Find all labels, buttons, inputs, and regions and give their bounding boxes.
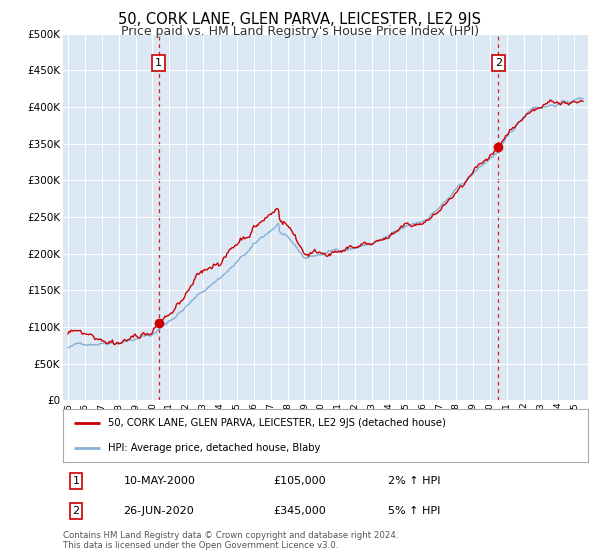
Text: 1: 1 <box>73 476 80 486</box>
Text: 2: 2 <box>73 506 80 516</box>
Text: 2% ↑ HPI: 2% ↑ HPI <box>389 476 441 486</box>
Text: 1: 1 <box>155 58 162 68</box>
Text: Contains HM Land Registry data © Crown copyright and database right 2024.
This d: Contains HM Land Registry data © Crown c… <box>63 531 398 550</box>
Text: 50, CORK LANE, GLEN PARVA, LEICESTER, LE2 9JS (detached house): 50, CORK LANE, GLEN PARVA, LEICESTER, LE… <box>107 418 445 428</box>
Text: £105,000: £105,000 <box>273 476 326 486</box>
Text: HPI: Average price, detached house, Blaby: HPI: Average price, detached house, Blab… <box>107 442 320 452</box>
Text: 5% ↑ HPI: 5% ↑ HPI <box>389 506 441 516</box>
Text: 10-MAY-2000: 10-MAY-2000 <box>124 476 195 486</box>
Text: Price paid vs. HM Land Registry's House Price Index (HPI): Price paid vs. HM Land Registry's House … <box>121 25 479 38</box>
Text: 50, CORK LANE, GLEN PARVA, LEICESTER, LE2 9JS: 50, CORK LANE, GLEN PARVA, LEICESTER, LE… <box>119 12 482 27</box>
Text: 2: 2 <box>495 58 502 68</box>
Text: 26-JUN-2020: 26-JUN-2020 <box>124 506 194 516</box>
Text: £345,000: £345,000 <box>273 506 326 516</box>
